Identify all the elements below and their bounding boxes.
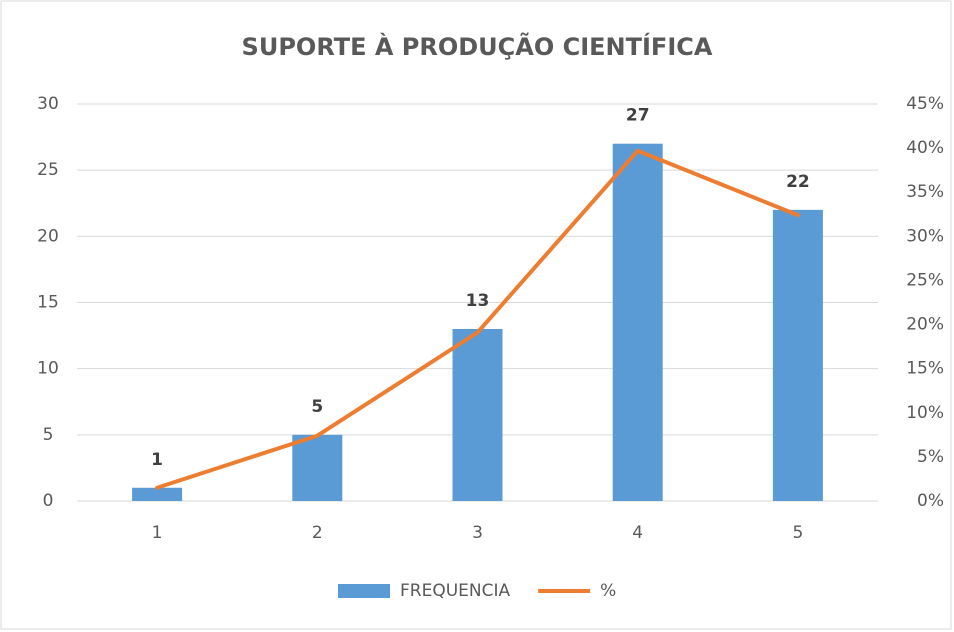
data-label: 22: [786, 172, 810, 192]
y2-tick-label: 25%: [906, 270, 944, 290]
data-label: 5: [311, 397, 323, 417]
bar: [292, 434, 343, 501]
x-tick-label: 4: [632, 523, 643, 543]
x-tick-label: 1: [152, 523, 163, 543]
y2-tick-label: 35%: [906, 182, 944, 202]
bar: [132, 487, 183, 501]
line: [155, 148, 800, 490]
y-tick-label: 25: [37, 160, 59, 180]
legend-label: FREQUENCIA: [400, 581, 510, 601]
bar: [452, 328, 503, 501]
legend-swatch: [338, 584, 390, 598]
x-tick-label: 5: [792, 523, 803, 543]
y2-tick-label: 30%: [906, 226, 944, 246]
y2-tick-label: 15%: [906, 359, 944, 379]
y2-tick-label: 45%: [906, 94, 944, 114]
y2-tick-label: 40%: [906, 138, 944, 158]
y-tick-label: 5: [43, 425, 54, 445]
y-tick-label: 15: [37, 293, 59, 313]
chart-title: SUPORTE À PRODUÇÃO CIENTÍFICA: [242, 32, 713, 61]
y2-tick-label: 10%: [906, 403, 944, 423]
bar: [612, 143, 663, 501]
y-tick-label: 0: [43, 491, 54, 511]
y2-tick-label: 5%: [917, 447, 944, 467]
x-tick-label: 3: [472, 523, 483, 543]
x-tick-label: 2: [312, 523, 323, 543]
y-tick-label: 20: [37, 226, 59, 246]
data-label: 27: [626, 106, 650, 126]
y-tick-label: 10: [37, 359, 59, 379]
data-label: 1: [151, 450, 163, 470]
y2-tick-label: 0%: [917, 491, 944, 511]
y2-tick-label: 20%: [906, 315, 944, 335]
y-tick-label: 30: [37, 94, 59, 114]
bar: [772, 209, 823, 501]
legend-label: %: [600, 581, 616, 601]
data-label: 13: [466, 291, 490, 311]
